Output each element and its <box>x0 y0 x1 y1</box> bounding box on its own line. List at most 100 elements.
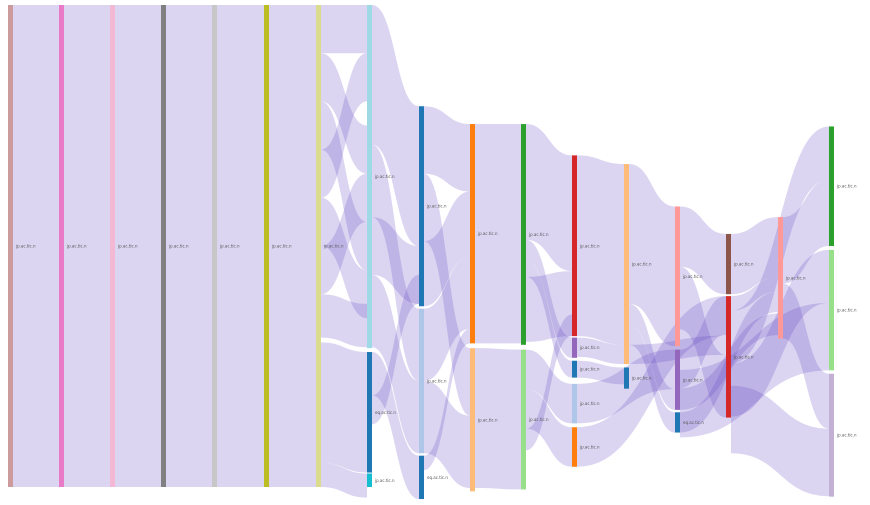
sankey-link-n13-n15-29[interactable] <box>475 124 521 344</box>
sankey-link-n8-n12-21[interactable] <box>372 352 419 500</box>
sankey-node-n4[interactable] <box>212 5 217 487</box>
sankey-link-n15-n17-31[interactable] <box>526 124 572 214</box>
sankey-link-n3-n4-3[interactable] <box>166 5 212 487</box>
sankey-link-n11-n14-27[interactable] <box>424 380 470 488</box>
sankey-node-n13[interactable] <box>470 124 475 344</box>
sankey-node-label-n2: jp.ac.tic.n <box>117 244 138 249</box>
sankey-link-n1-n2-1[interactable] <box>64 5 110 487</box>
sankey-link-n15-n17-35[interactable] <box>526 271 572 342</box>
sankey-link-n15-n18-33[interactable] <box>526 239 572 358</box>
sankey-node-n17[interactable] <box>572 155 577 337</box>
sankey-link-n27-n29-56[interactable] <box>731 217 778 295</box>
sankey-node-n16[interactable] <box>521 349 526 490</box>
sankey-link-n22-n24-46[interactable] <box>629 164 675 277</box>
sankey-node-n6[interactable] <box>316 5 321 487</box>
sankey-link-n29-n30-60[interactable] <box>783 179 829 284</box>
sankey-link-n5-n6-5[interactable] <box>269 5 316 487</box>
sankey-link-n17-n22-40[interactable] <box>577 218 624 290</box>
sankey-link-n8-n10-22[interactable] <box>372 274 419 425</box>
sankey-node-label-n23: jp.ac.tic.n <box>631 376 652 381</box>
sankey-link-n19-n23-43[interactable] <box>577 360 624 385</box>
sankey-node-n20[interactable] <box>572 383 577 424</box>
sankey-link-n6-n7-9[interactable] <box>321 53 367 198</box>
sankey-link-n25-n31-62[interactable] <box>680 302 829 438</box>
sankey-link-n21-n28-45[interactable] <box>577 296 726 467</box>
sankey-link-n17-n22-39[interactable] <box>577 155 624 227</box>
sankey-node-n25[interactable] <box>675 349 680 410</box>
sankey-link-n7-n11-20[interactable] <box>372 274 419 454</box>
sankey-link-n14-n16-30[interactable] <box>475 348 521 490</box>
sankey-node-n26[interactable] <box>675 412 680 433</box>
sankey-node-n2[interactable] <box>110 5 115 487</box>
sankey-link-n6-n7-10[interactable] <box>321 197 367 319</box>
sankey-node-n30[interactable] <box>829 126 834 246</box>
sankey-node-n12[interactable] <box>419 455 424 500</box>
sankey-link-n6-n9-15[interactable] <box>321 462 367 498</box>
sankey-link-n28-n32-63[interactable] <box>731 385 829 497</box>
sankey-link-n10-n14-24[interactable] <box>424 173 470 416</box>
sankey-node-n8[interactable] <box>367 352 372 473</box>
sankey-node-n15[interactable] <box>521 124 526 345</box>
sankey-link-n7-n10-19[interactable] <box>372 217 419 304</box>
sankey-link-n28-n29-57[interactable] <box>731 277 778 311</box>
sankey-node-label-n13: jp.ac.tic.n <box>477 231 498 236</box>
sankey-link-n24-n27-51[interactable] <box>680 206 726 295</box>
sankey-link-n15-n17-32[interactable] <box>526 181 572 272</box>
sankey-link-n22-n25-48[interactable] <box>629 303 675 410</box>
sankey-link-n6-n8-13[interactable] <box>321 342 367 410</box>
sankey-node-label-n28: jp.ac.tic.n <box>733 354 754 359</box>
sankey-link-n6-n7-12[interactable] <box>321 294 367 348</box>
sankey-link-n22-n26-49[interactable] <box>629 324 675 433</box>
sankey-node-label-n3: jp.ac.tic.n <box>168 244 189 249</box>
sankey-node-n5[interactable] <box>264 5 269 487</box>
sankey-node-n11[interactable] <box>419 308 424 454</box>
sankey-node-n7[interactable] <box>367 5 372 349</box>
sankey-node-n9[interactable] <box>367 473 372 487</box>
sankey-link-n6-n7-11[interactable] <box>321 173 367 295</box>
sankey-node-n14[interactable] <box>470 348 475 492</box>
sankey-node-n10[interactable] <box>419 106 424 307</box>
sankey-node-label-n6: jp.ac.tic.n <box>323 244 344 249</box>
sankey-link-n6-n7-7[interactable] <box>321 53 367 174</box>
sankey-link-n16-n21-37[interactable] <box>526 389 572 467</box>
sankey-link-n10-n13-25[interactable] <box>424 191 470 307</box>
sankey-node-n23[interactable] <box>624 367 629 389</box>
sankey-link-n16-n20-36[interactable] <box>526 349 572 424</box>
sankey-node-n3[interactable] <box>161 5 166 487</box>
sankey-link-n0-n1-0[interactable] <box>13 5 59 487</box>
sankey-node-n24[interactable] <box>675 206 680 347</box>
sankey-link-n10-n13-23[interactable] <box>424 106 470 192</box>
sankey-link-n4-n5-4[interactable] <box>217 5 264 487</box>
sankey-link-n18-n22-42[interactable] <box>577 337 624 365</box>
sankey-node-n0[interactable] <box>8 5 13 487</box>
sankey-node-n1[interactable] <box>59 5 64 487</box>
sankey-link-n24-n28-52[interactable] <box>680 266 726 418</box>
sankey-link-n11-n13-26[interactable] <box>424 256 470 381</box>
sankey-node-label-n25: jp.ac.tic.n <box>682 377 703 382</box>
sankey-link-n7-n11-18[interactable] <box>372 144 419 381</box>
sankey-node-label-n1: jp.ac.tic.n <box>66 244 87 249</box>
sankey-node-n18[interactable] <box>572 337 577 358</box>
sankey-link-n25-n28-53[interactable] <box>680 296 726 389</box>
sankey-link-n22-n24-47[interactable] <box>629 233 675 347</box>
sankey-link-n16-n17-38[interactable] <box>526 314 572 451</box>
sankey-node-n32[interactable] <box>829 373 834 497</box>
sankey-node-n29[interactable] <box>778 217 783 339</box>
sankey-link-n17-n22-41[interactable] <box>577 280 624 345</box>
sankey-node-n28[interactable] <box>726 296 731 418</box>
sankey-node-n27[interactable] <box>726 233 731 295</box>
sankey-link-n7-n10-17[interactable] <box>372 77 419 246</box>
sankey-node-n19[interactable] <box>572 360 577 378</box>
sankey-node-n31[interactable] <box>829 249 834 371</box>
sankey-node-n22[interactable] <box>624 164 629 365</box>
sankey-node-label-n9: jp.ac.tic.n <box>374 478 395 483</box>
sankey-link-n6-n7-6[interactable] <box>321 5 367 54</box>
sankey-node-n21[interactable] <box>572 427 577 467</box>
sankey-link-n2-n3-2[interactable] <box>115 5 161 487</box>
sankey-link-n6-n7-8[interactable] <box>321 101 367 271</box>
sankey-link-n12-n13-28[interactable] <box>424 328 470 471</box>
sankey-link-n29-n32-61[interactable] <box>783 283 829 429</box>
sankey-link-n6-n8-14[interactable] <box>321 400 367 473</box>
sankey-link-n7-n10-16[interactable] <box>372 5 419 179</box>
sankey-link-n15-n19-34[interactable] <box>526 259 572 378</box>
